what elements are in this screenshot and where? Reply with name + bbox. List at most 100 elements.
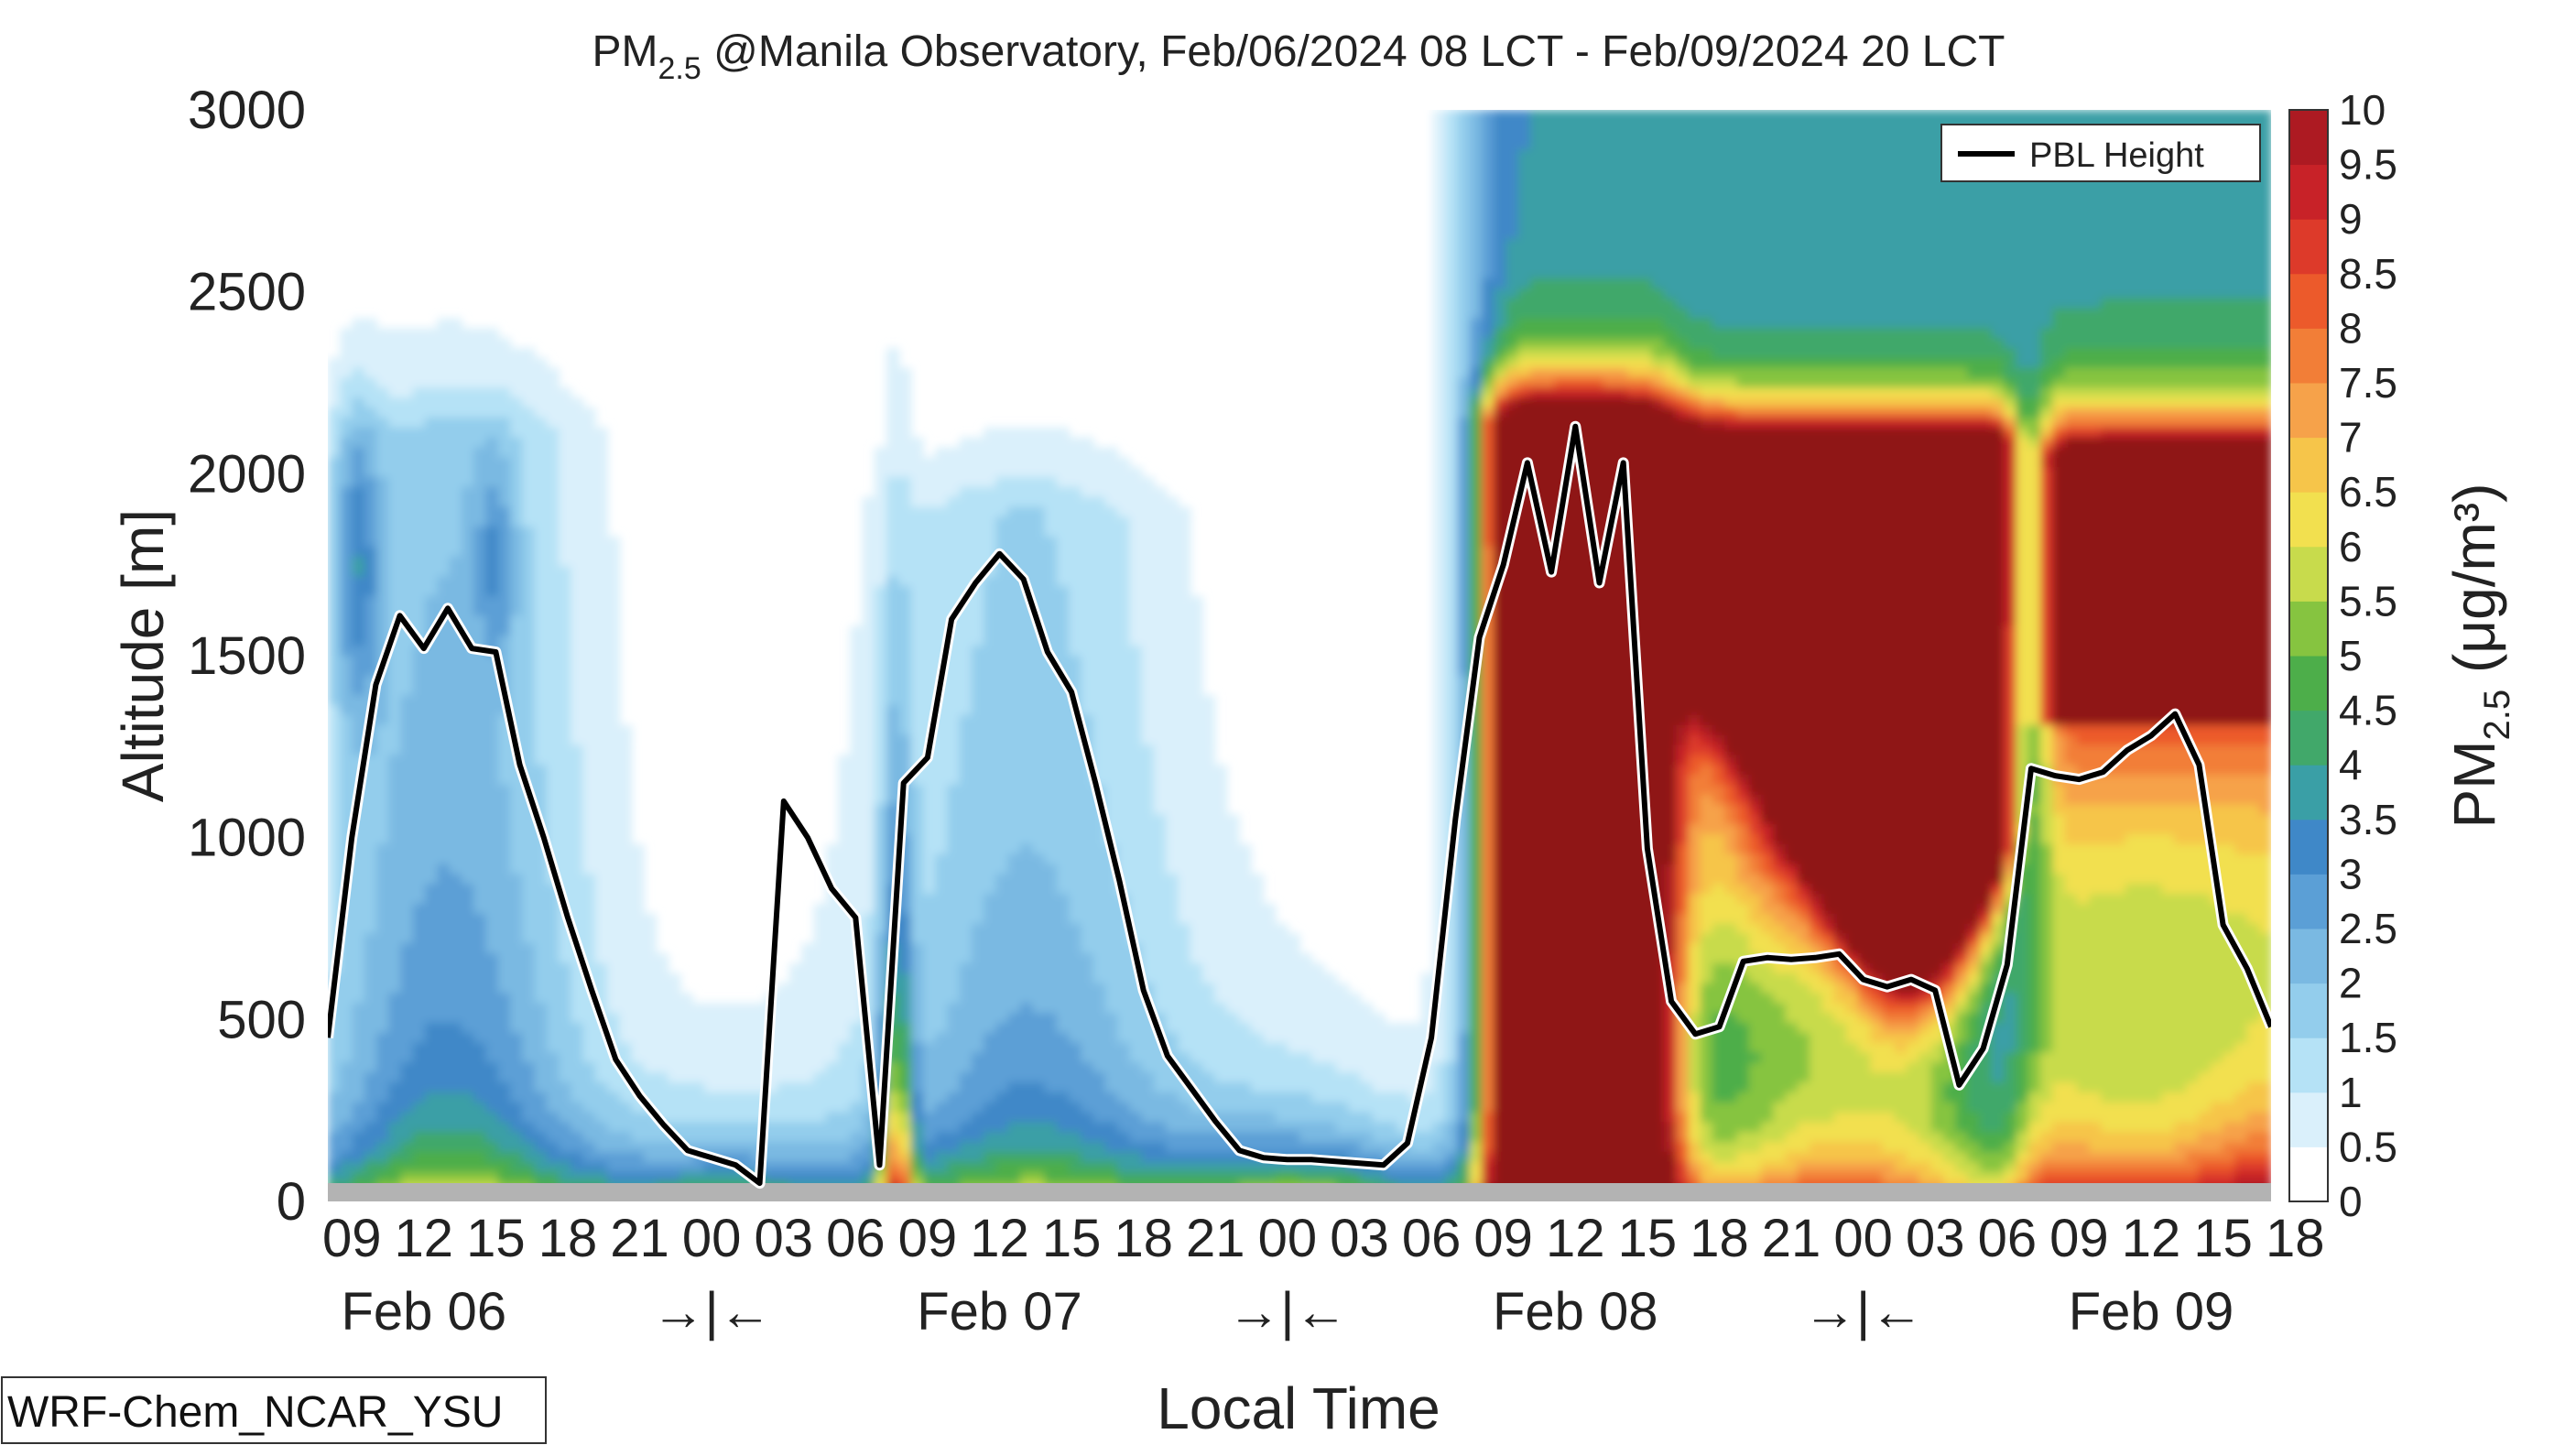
field-cell [1603,377,1653,389]
field-cell [1494,724,1678,736]
field-cell [2004,546,2017,558]
field-cell [1797,1161,1896,1173]
field-cell [1700,993,1775,1005]
field-cell [1761,1142,1810,1153]
field-cell [922,834,949,845]
field-cell [1469,843,1483,855]
field-cell [1481,566,1495,578]
field-cell [1335,1122,1398,1134]
field-cell [485,636,499,647]
field-cell [1992,894,2005,905]
x-tick-label: 06 [826,1209,886,1268]
field-cell [1494,1171,1678,1183]
field-cell [328,913,342,925]
field-cell [1494,765,1678,776]
field-cell [2040,724,2054,736]
field-cell [328,447,342,459]
field-cell [2004,715,2017,726]
field-cell [1432,486,1447,498]
field-cell [1663,953,1678,964]
field-cell [340,814,390,826]
field-cell [2052,755,2066,766]
field-cell [813,913,864,925]
field-cell [2040,1013,2054,1024]
field-cell [1129,527,1191,538]
field-cell [1445,596,1459,607]
field-cell [1117,843,1168,855]
field-cell [1166,1013,1240,1024]
field-cell [2027,1102,2042,1114]
field-cell [1141,943,1191,955]
field-cell [1469,537,1483,548]
field-cell [753,1151,852,1163]
field-cell [1663,1092,1678,1103]
field-cell [1992,884,2005,895]
field-cell [388,636,427,647]
field-cell [1494,1022,1665,1034]
field-cell [1469,209,1483,221]
field-cell [449,864,511,875]
field-cell [1494,734,1678,746]
field-cell [1494,755,1678,766]
field-cell [1676,357,1690,369]
field-cell [1676,983,1690,994]
field-cell [2004,1013,2017,1024]
field-cell [862,516,887,528]
field-cell [473,556,487,568]
field-cell [1469,953,1483,964]
field-cell [2027,853,2042,865]
field-cell [534,646,572,657]
field-cell [2016,685,2041,697]
field-cell [1494,794,1678,806]
field-cell [922,794,949,806]
x-tick-label: 03 [754,1209,813,1268]
ground-band [328,1183,2271,1201]
field-cell [898,1132,912,1143]
field-cell [1967,1132,2017,1143]
field-cell [1882,1171,1920,1183]
field-cell [1481,318,1495,330]
field-cell [1214,993,1362,1005]
field-cell [582,784,633,796]
field-cell [1432,219,1447,230]
field-cell [388,556,451,568]
field-cell [1069,903,1131,915]
field-cell [910,1062,924,1074]
field-cell [1092,715,1143,726]
field-cell [922,1052,973,1064]
field-cell [874,734,888,746]
field-cell [1469,864,1483,875]
field-cell [546,1032,584,1044]
field-cell [1517,219,2271,230]
field-cell [1469,734,1483,746]
field-cell [1178,1042,1288,1054]
field-cell [1651,397,1665,409]
field-cell [582,864,645,875]
field-cell [1845,1003,1860,1015]
field-cell [910,1013,924,1024]
field-cell [1153,1003,1228,1015]
field-cell [2027,983,2042,994]
field-cell [1676,328,1993,340]
field-cell [971,933,1082,945]
field-cell [850,1151,875,1163]
field-cell [898,1171,912,1183]
field-cell [1069,596,1131,607]
field-cell [340,853,378,865]
field-cell [1494,665,2005,677]
field-cell [910,1042,924,1054]
field-cell [2004,884,2017,895]
field-cell [328,377,342,389]
field-cell [1663,1013,1678,1024]
field-cell [1700,804,1726,816]
field-cell [534,715,572,726]
field-cell [2052,357,2271,369]
field-cell [497,1072,536,1083]
field-cell [2027,784,2042,796]
field-cell [1481,556,1495,568]
field-cell [1736,784,1750,796]
field-cell [1117,506,1191,518]
field-cell [874,864,888,875]
field-cell [1870,1022,1884,1034]
field-cell [1882,993,1896,1005]
